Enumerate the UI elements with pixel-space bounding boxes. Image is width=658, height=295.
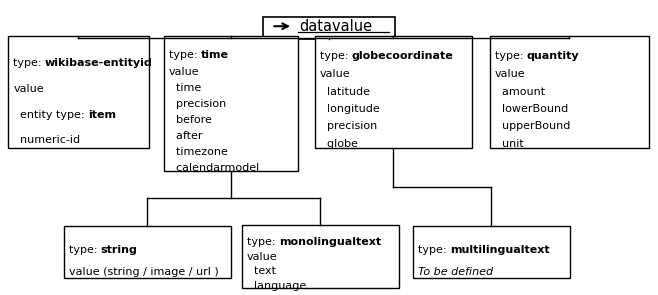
Text: value: value [495, 69, 525, 79]
Text: type:: type: [13, 58, 45, 68]
Text: wikibase-entityid: wikibase-entityid [45, 58, 153, 68]
Text: value: value [247, 252, 278, 262]
Text: precision: precision [169, 99, 226, 109]
Text: calendarmodel: calendarmodel [169, 163, 259, 173]
Text: numeric-id: numeric-id [13, 135, 80, 145]
Text: globe: globe [320, 139, 358, 149]
Text: after: after [169, 131, 203, 141]
Text: longitude: longitude [320, 104, 380, 114]
Text: To be defined: To be defined [418, 267, 494, 277]
Bar [263, 17, 395, 39]
Text: type:: type: [69, 245, 101, 255]
Text: monolingualtext: monolingualtext [279, 237, 381, 247]
Text: before: before [169, 115, 212, 125]
Text: quantity: quantity [526, 51, 579, 61]
Text: lowerBound: lowerBound [495, 104, 568, 114]
Text: type:: type: [418, 245, 450, 255]
Text: value: value [320, 69, 351, 79]
Text: time: time [201, 50, 229, 60]
Text: multilingualtext: multilingualtext [450, 245, 549, 255]
Bar [490, 37, 649, 148]
Text: amount: amount [495, 87, 545, 97]
Text: value: value [13, 84, 44, 94]
Text: latitude: latitude [320, 87, 370, 97]
Text: timezone: timezone [169, 147, 228, 157]
Bar [164, 37, 298, 171]
Text: unit: unit [495, 139, 524, 149]
Text: item: item [88, 110, 116, 120]
Text: upperBound: upperBound [495, 122, 570, 132]
Text: type:: type: [169, 50, 201, 60]
Text: value: value [169, 67, 200, 77]
Bar [64, 226, 231, 278]
Text: globecoordinate: globecoordinate [351, 51, 453, 61]
Text: entity type:: entity type: [13, 110, 88, 120]
Bar [413, 226, 570, 278]
Text: language: language [247, 281, 307, 291]
Text: value (string / image / url ): value (string / image / url ) [69, 267, 218, 277]
Bar [315, 37, 472, 148]
Text: string: string [101, 245, 138, 255]
Text: type:: type: [320, 51, 352, 61]
Text: datavalue: datavalue [299, 19, 372, 34]
Bar [8, 37, 149, 148]
Text: text: text [247, 266, 276, 276]
Text: time: time [169, 83, 201, 93]
Text: type:: type: [247, 237, 279, 247]
Text: precision: precision [320, 122, 377, 132]
Bar [242, 225, 399, 288]
Text: type:: type: [495, 51, 527, 61]
